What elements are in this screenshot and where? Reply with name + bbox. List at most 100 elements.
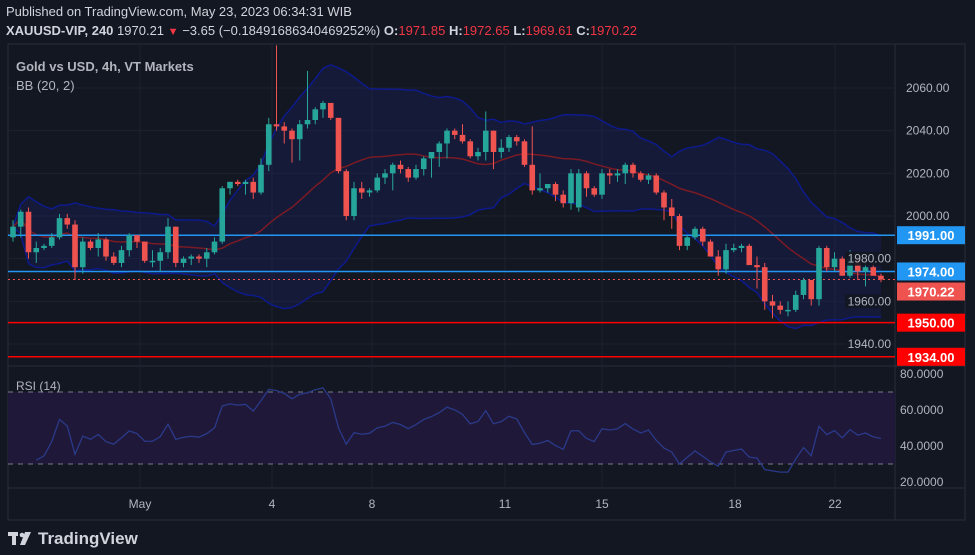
candle-body <box>490 130 497 153</box>
candle <box>661 190 667 221</box>
candle <box>591 186 598 197</box>
candle <box>738 243 745 253</box>
candle-body <box>568 173 574 204</box>
candle <box>48 233 55 248</box>
candle <box>242 179 249 195</box>
candle-body <box>304 120 311 125</box>
candle <box>79 237 86 274</box>
candle-body <box>196 256 202 259</box>
rsi-band-background <box>8 392 895 464</box>
rsi-legend[interactable]: RSI (14) <box>16 379 61 393</box>
candle <box>513 134 520 146</box>
candle <box>17 209 24 238</box>
candle <box>188 254 195 266</box>
candle <box>684 235 691 251</box>
candle <box>273 45 280 131</box>
candle <box>482 111 489 161</box>
candle-body <box>878 275 884 280</box>
bb-upper-line <box>12 64 882 237</box>
candle <box>134 235 140 248</box>
candle <box>289 128 295 163</box>
candle-body <box>544 184 551 189</box>
candle <box>413 164 419 180</box>
candle <box>785 301 791 317</box>
candle <box>312 107 319 125</box>
candle-body <box>428 152 435 159</box>
candle <box>343 169 350 221</box>
candle-body <box>583 173 590 189</box>
level-price-tag <box>897 262 965 281</box>
candle-body <box>831 258 838 268</box>
candle <box>823 245 830 272</box>
candle-body <box>188 256 195 259</box>
candle-body <box>622 164 629 174</box>
candle <box>64 213 71 229</box>
candle <box>157 247 164 272</box>
candle-body <box>761 267 768 302</box>
candle <box>172 226 179 268</box>
candle-body <box>707 241 714 257</box>
candle-body <box>358 188 365 193</box>
candle-body <box>467 141 474 157</box>
candle <box>110 252 117 266</box>
candle-body <box>366 190 373 193</box>
candle-body <box>575 173 582 208</box>
candle-body <box>203 252 210 259</box>
candle <box>327 102 334 121</box>
candle-body <box>110 256 117 263</box>
candle <box>730 243 737 253</box>
rsi-tick-label: 20.0000 <box>900 475 944 489</box>
candle-body <box>17 211 24 227</box>
candle <box>320 100 326 118</box>
candle <box>839 256 846 276</box>
level-price-label: 1950.00 <box>908 316 955 331</box>
candle <box>614 169 621 182</box>
candle-body <box>529 164 536 191</box>
candle <box>103 237 109 261</box>
candle <box>211 237 218 255</box>
price-tick-label: 2040.00 <box>906 124 950 138</box>
candle-body <box>296 124 303 140</box>
candle <box>707 239 714 257</box>
bb-fill <box>13 64 881 329</box>
candle-body <box>374 177 381 191</box>
candle <box>358 181 365 199</box>
candle-body <box>157 252 164 261</box>
candle <box>405 166 412 182</box>
price-tick-label: 2020.00 <box>906 166 950 180</box>
price-tick-label: 2000.00 <box>906 209 950 223</box>
level-price-label: 1934.00 <box>908 350 955 365</box>
candle-body <box>723 250 729 270</box>
candle-body <box>343 171 350 216</box>
candle <box>196 254 202 263</box>
candle <box>537 173 543 193</box>
candle <box>715 250 722 276</box>
candle <box>265 117 272 172</box>
candle <box>56 213 63 240</box>
bb-legend[interactable]: BB (20, 2) <box>16 78 75 93</box>
candle <box>436 141 443 167</box>
candle-body <box>862 267 869 272</box>
candle <box>800 277 807 300</box>
candle <box>606 169 613 185</box>
candle-body <box>637 173 644 180</box>
open-value: 1971.85 <box>398 23 446 38</box>
candle-body <box>513 137 520 142</box>
candle <box>25 207 32 259</box>
candle <box>118 245 125 268</box>
candle <box>637 171 644 182</box>
candle-body <box>816 247 822 300</box>
candle <box>281 122 288 144</box>
candle-body <box>800 279 807 295</box>
candle <box>676 213 683 251</box>
candle-body <box>79 241 86 268</box>
candle <box>808 279 815 306</box>
candle <box>304 70 311 129</box>
candle-body <box>281 126 288 131</box>
candle-body <box>738 245 745 248</box>
candle-body <box>730 247 737 251</box>
candle <box>459 124 466 144</box>
price-tick-label-backing <box>845 294 893 309</box>
candle <box>816 245 822 306</box>
